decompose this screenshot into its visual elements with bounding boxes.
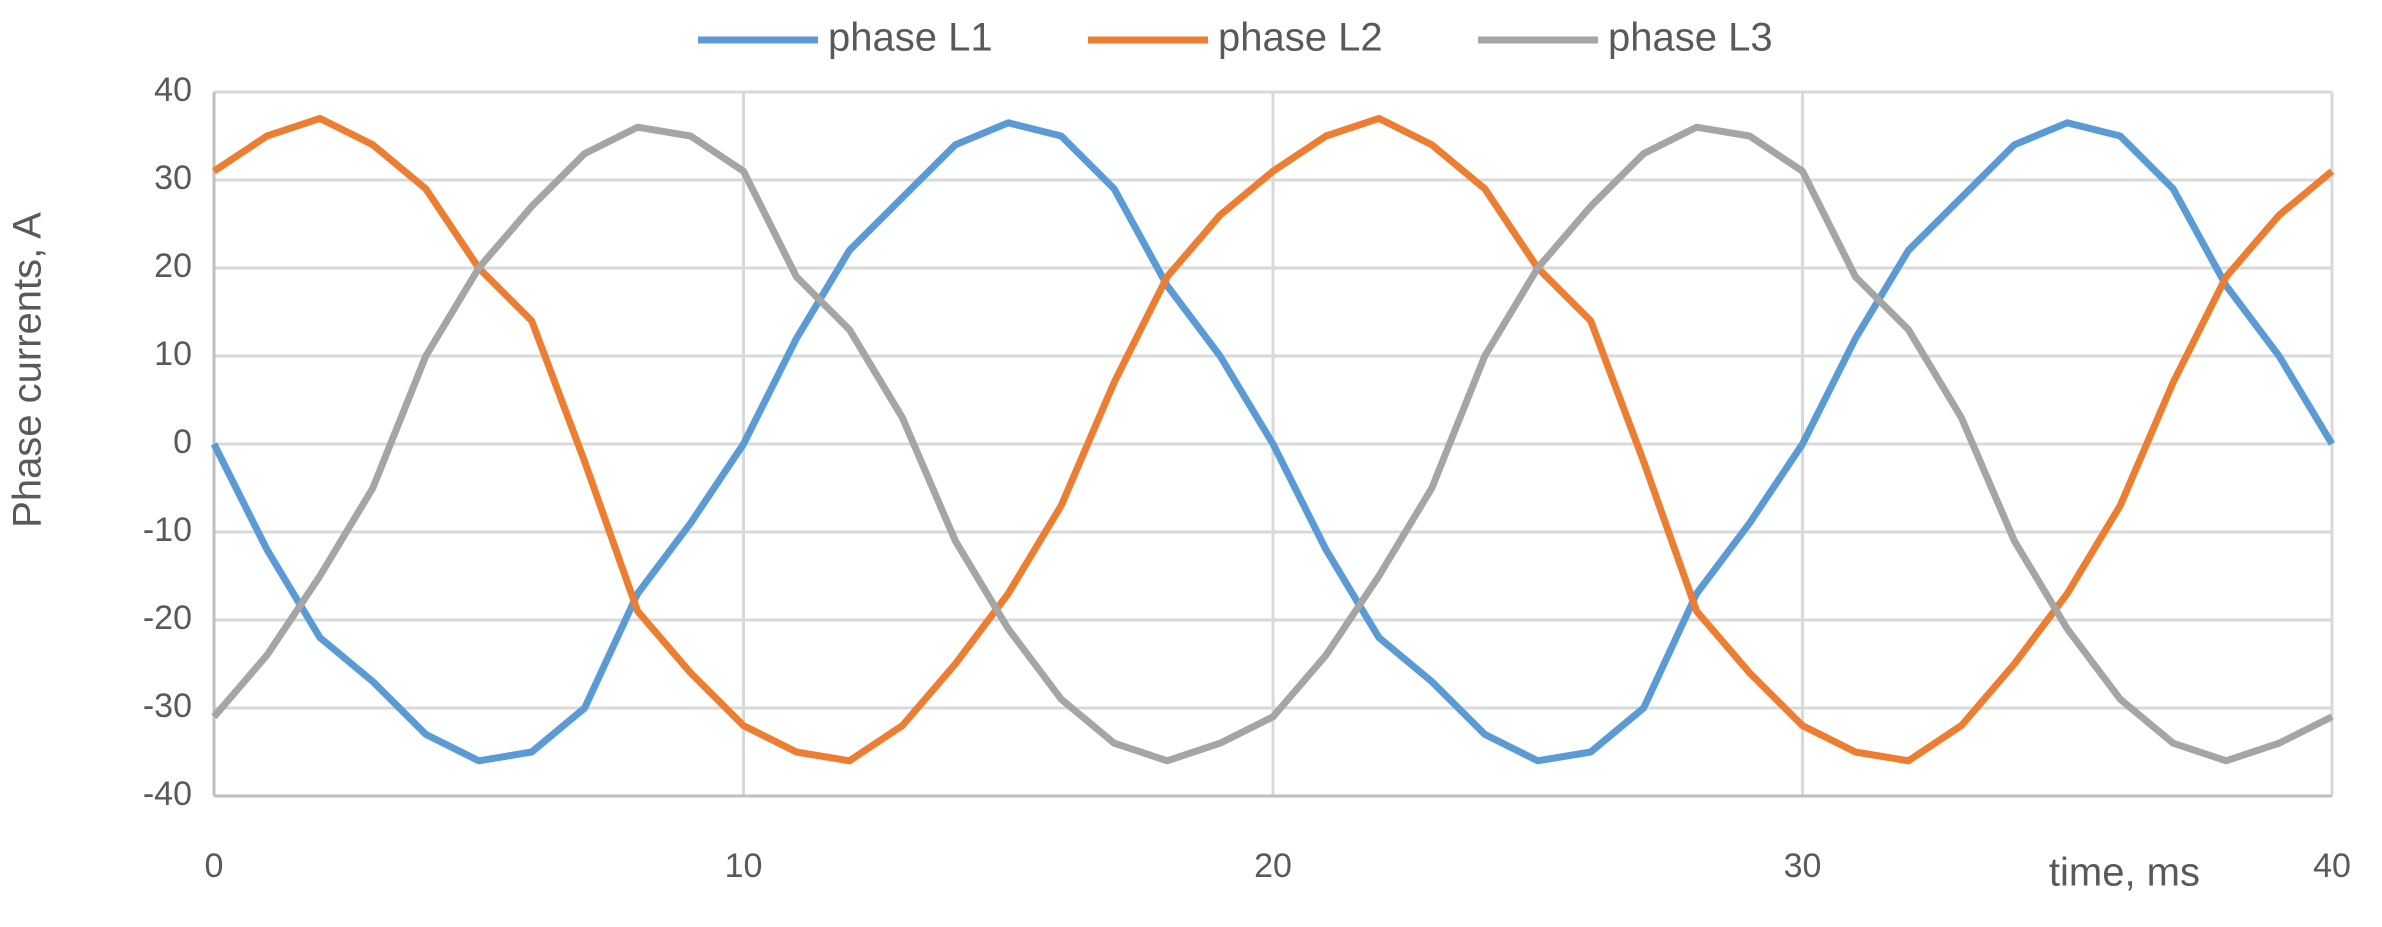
y-tick-label: 30 <box>154 159 192 197</box>
y-tick-label: -10 <box>143 511 192 549</box>
y-tick-label: 40 <box>154 71 192 109</box>
legend-label: phase L2 <box>1218 16 1383 60</box>
y-tick-label: -20 <box>143 599 192 637</box>
y-axis-label: Phase currents, A <box>6 212 50 528</box>
y-tick-label: -40 <box>143 775 192 813</box>
x-axis-label: time, ms <box>2049 851 2200 895</box>
y-tick-label: 0 <box>173 423 192 461</box>
x-tick-label: 40 <box>2313 847 2351 885</box>
y-tick-label: -30 <box>143 687 192 725</box>
y-tick-label: 20 <box>154 247 192 285</box>
legend-label: phase L1 <box>828 16 993 60</box>
x-tick-label: 0 <box>205 847 224 885</box>
legend-label: phase L3 <box>1608 16 1773 60</box>
y-tick-label: 10 <box>154 335 192 373</box>
x-tick-label: 10 <box>725 847 763 885</box>
series-line <box>212 114 2335 765</box>
x-tick-label: 30 <box>1784 847 1822 885</box>
series-line <box>210 119 2335 765</box>
x-tick-label: 20 <box>1254 847 1292 885</box>
series-line <box>211 123 2334 765</box>
